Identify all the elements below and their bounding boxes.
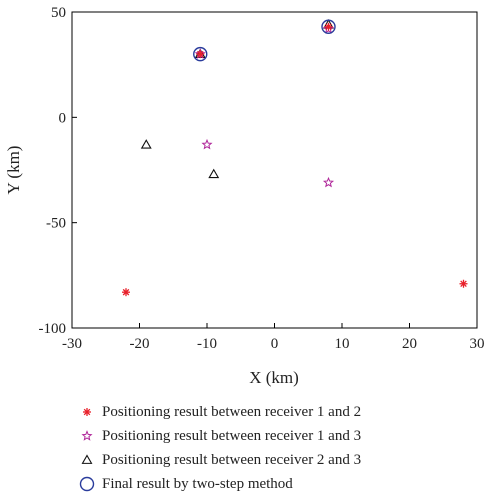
legend-label: Final result by two-step method bbox=[102, 475, 293, 492]
star-marker-icon bbox=[74, 426, 100, 446]
y-axis-label: Y (km) bbox=[4, 146, 23, 195]
x-tick-label: 30 bbox=[470, 336, 485, 352]
x-tick-label: 10 bbox=[335, 336, 350, 352]
x-tick-label: -30 bbox=[62, 336, 82, 352]
asterisk-marker-icon bbox=[74, 402, 100, 422]
circle-point bbox=[321, 19, 336, 34]
data-points bbox=[122, 19, 468, 297]
legend-label: Positioning result between receiver 1 an… bbox=[102, 427, 362, 444]
triangle-point bbox=[208, 168, 220, 179]
x-tick-label: -20 bbox=[130, 336, 150, 352]
plot-area bbox=[71, 11, 478, 329]
x-tick-label: 20 bbox=[402, 336, 417, 352]
y-axis-ticks: -100 -50 0 50 bbox=[39, 5, 77, 337]
legend-item-receiver-1-3: Positioning result between receiver 1 an… bbox=[74, 424, 474, 448]
asterisk-point bbox=[324, 22, 333, 31]
legend-label: Positioning result between receiver 2 an… bbox=[102, 451, 362, 468]
y-tick-label: 50 bbox=[51, 5, 66, 21]
asterisk-point bbox=[196, 50, 205, 59]
y-tick-label: -50 bbox=[46, 216, 66, 232]
legend-label: Positioning result between receiver 1 an… bbox=[102, 403, 362, 420]
triangle-point bbox=[140, 139, 152, 149]
x-tick-label: 0 bbox=[271, 336, 279, 352]
star-point bbox=[201, 138, 213, 150]
x-axis-label: X (km) bbox=[249, 368, 299, 387]
asterisk-point bbox=[122, 288, 130, 297]
asterisk-point bbox=[459, 279, 468, 288]
legend: Positioning result between receiver 1 an… bbox=[74, 400, 474, 496]
circle-marker-icon bbox=[74, 474, 100, 494]
x-tick-label: -10 bbox=[197, 336, 217, 352]
legend-item-final-result: Final result by two-step method bbox=[74, 472, 474, 496]
legend-item-receiver-1-2: Positioning result between receiver 1 an… bbox=[74, 400, 474, 424]
y-tick-label: -100 bbox=[39, 321, 67, 337]
star-point bbox=[322, 176, 335, 188]
legend-item-receiver-2-3: Positioning result between receiver 2 an… bbox=[74, 448, 474, 472]
circle-point bbox=[193, 46, 208, 62]
x-axis-ticks: -30 -20 -10 0 10 20 30 bbox=[62, 323, 485, 352]
y-tick-label: 0 bbox=[59, 110, 67, 126]
triangle-marker-icon bbox=[74, 450, 100, 470]
